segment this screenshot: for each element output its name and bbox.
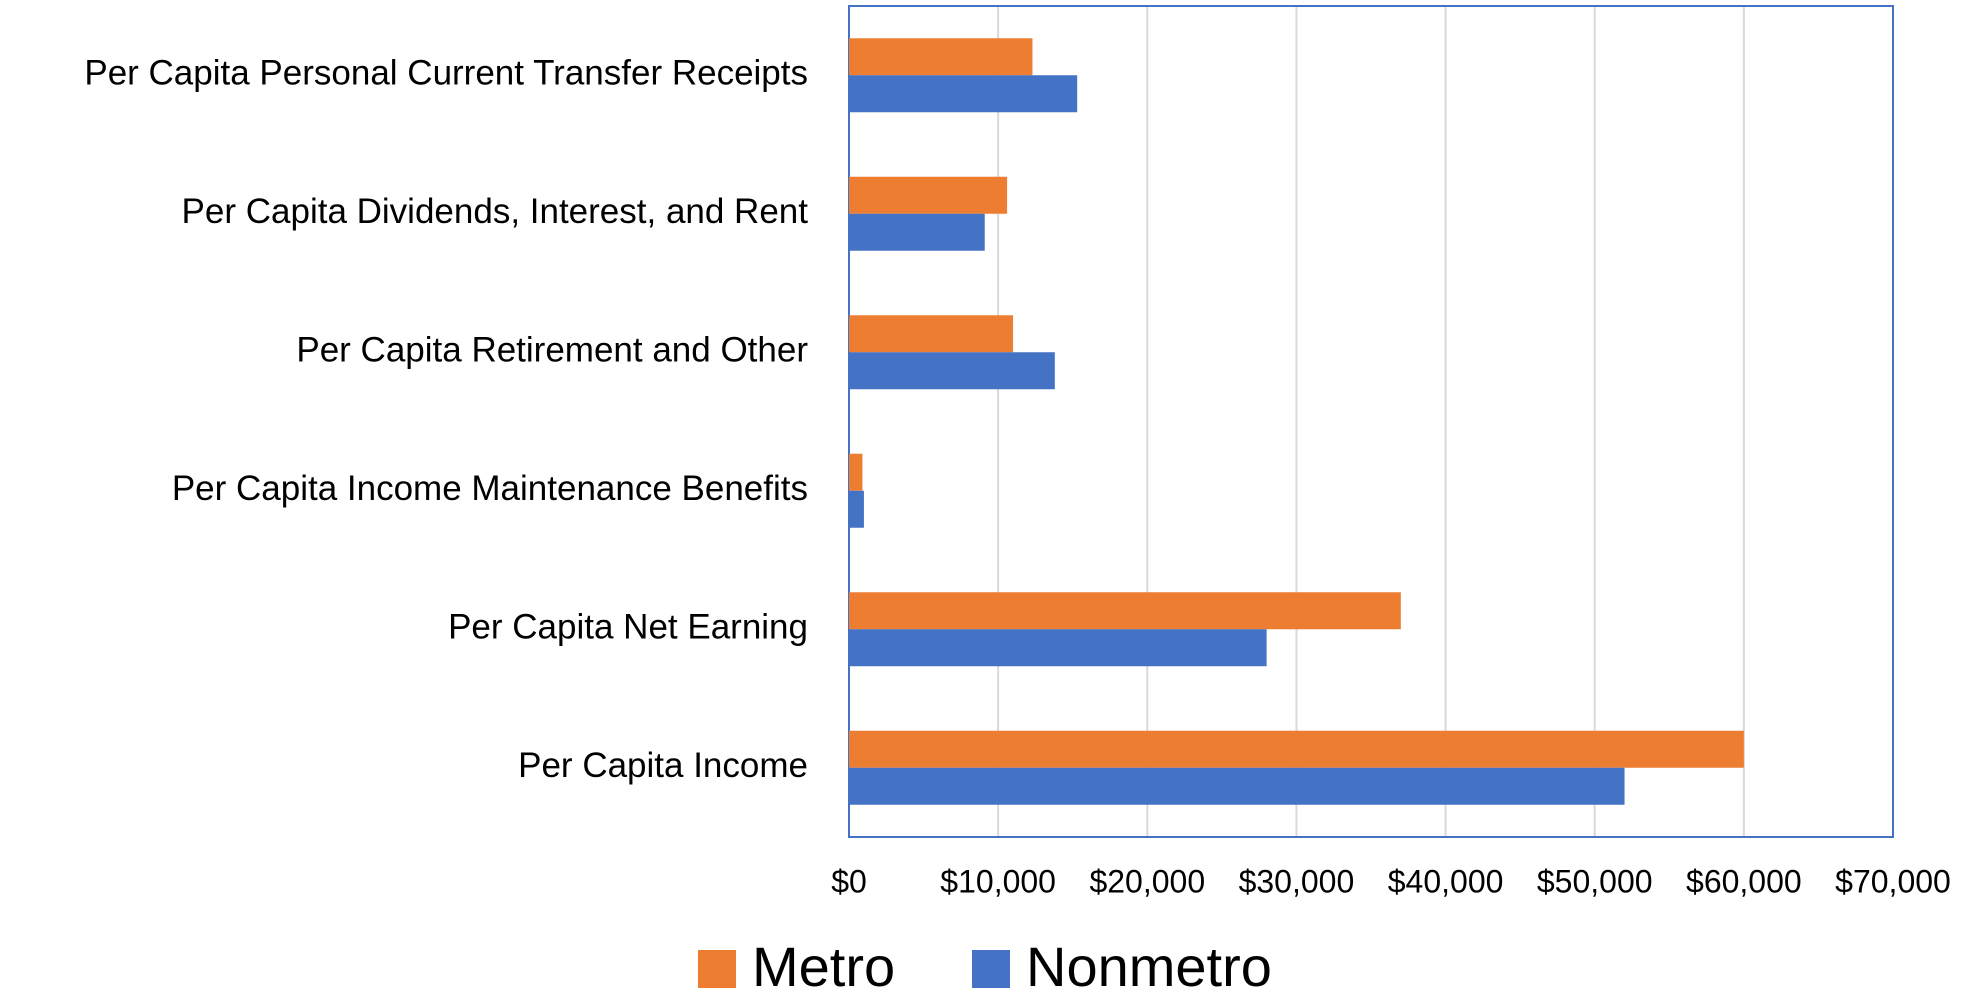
legend-swatch [972,950,1010,988]
bar [849,730,1744,768]
bar [849,213,985,251]
y-tick-label: Per Capita Retirement and Other [296,331,808,370]
bar [849,592,1401,630]
legend-label: Metro [752,935,895,991]
y-tick-label: Per Capita Personal Current Transfer Rec… [84,54,808,93]
y-tick-label: Per Capita Income Maintenance Benefits [172,469,808,508]
bar [849,38,1033,76]
plot-border [848,5,1894,838]
legend-label: Nonmetro [1026,935,1272,991]
x-tick-label: $60,000 [1686,863,1802,899]
legend-swatch [698,950,736,988]
bar [849,453,863,491]
x-tick-label: $20,000 [1089,863,1205,899]
x-tick-label: $10,000 [940,863,1056,899]
x-tick-label: $30,000 [1239,863,1355,899]
x-tick-label: $50,000 [1537,863,1653,899]
bar [849,352,1055,390]
y-tick-label: Per Capita Dividends, Interest, and Rent [182,192,809,231]
x-tick-label: $40,000 [1388,863,1504,899]
y-tick-label: Per Capita Income [518,746,808,785]
bar [849,629,1267,667]
bar [849,315,1014,353]
bar [849,176,1008,214]
y-tick-label: Per Capita Net Earning [448,608,808,647]
bar [849,75,1078,113]
bar [849,490,864,528]
x-tick-label: $0 [831,863,867,899]
bar [849,767,1625,805]
x-tick-label: $70,000 [1835,863,1951,899]
